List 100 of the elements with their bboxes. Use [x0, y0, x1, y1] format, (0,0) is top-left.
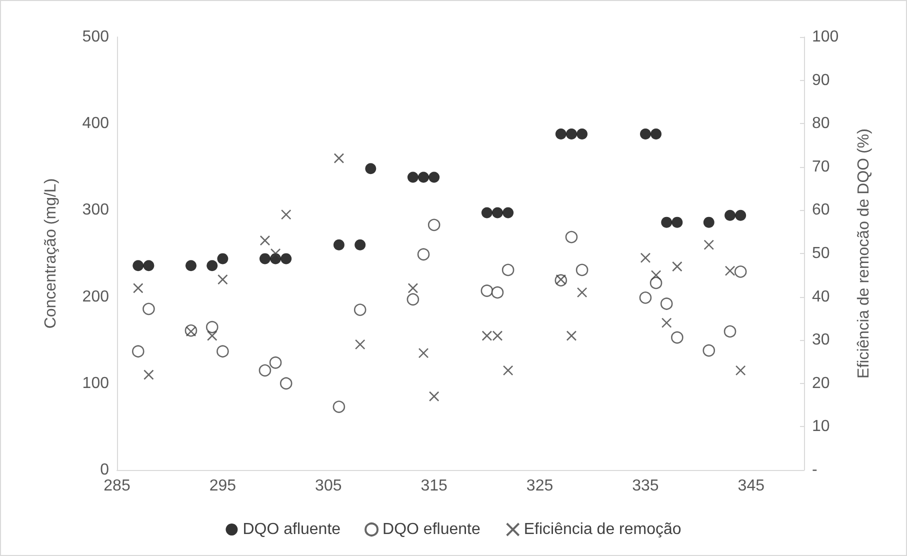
y-tick-label: 500 [82, 28, 110, 46]
point [354, 339, 366, 350]
point [482, 330, 492, 341]
point [143, 260, 154, 272]
point [132, 260, 144, 272]
point [481, 207, 492, 218]
y2-tick-label: 20 [812, 374, 830, 392]
y-axis-title: Concentração (mg/L) [42, 178, 60, 329]
point [639, 292, 652, 304]
point [365, 163, 376, 174]
y2-tick-label: 60 [812, 202, 830, 219]
y2-tick-label: 80 [812, 115, 830, 132]
point [724, 210, 736, 221]
y2-tick-label: 30 [812, 332, 830, 349]
point [502, 365, 514, 376]
point [333, 239, 344, 250]
y2-tick-label: 90 [812, 72, 830, 89]
point [132, 282, 144, 294]
point [269, 356, 282, 369]
point [661, 216, 672, 228]
point [418, 348, 429, 358]
point [576, 128, 588, 140]
x-tick-label: 295 [209, 478, 236, 494]
x-tick-label: 305 [315, 478, 342, 494]
x-tick-label: 335 [632, 478, 659, 494]
point [280, 377, 292, 390]
point [672, 216, 683, 228]
point [660, 298, 673, 310]
point [640, 128, 651, 140]
point [428, 218, 440, 232]
point [217, 253, 228, 264]
point [408, 282, 418, 294]
point [492, 207, 503, 218]
point [280, 209, 292, 220]
point [206, 330, 218, 341]
legend-label: DQO afluente [242, 521, 341, 538]
point [672, 261, 682, 272]
point [576, 264, 588, 276]
point [132, 345, 144, 358]
point [650, 128, 662, 140]
legend-label: Eficiência de remoção [524, 521, 682, 538]
y2-tick-label: 40 [812, 288, 830, 306]
y-tick-label: 300 [82, 202, 110, 219]
point [259, 253, 270, 264]
point [702, 344, 716, 357]
point [491, 286, 504, 299]
point [661, 318, 672, 328]
point [218, 274, 228, 285]
point [492, 330, 503, 341]
point [206, 260, 218, 272]
point [566, 330, 577, 341]
x-tick-label: 325 [526, 478, 554, 494]
point [354, 304, 366, 316]
point [428, 172, 440, 183]
point [480, 284, 494, 297]
legend-label: DQO efluente [382, 521, 480, 538]
point [565, 230, 578, 244]
point [354, 239, 366, 250]
y2-tick-label: - [812, 462, 818, 478]
y-tick-label: 200 [82, 288, 110, 306]
point [332, 400, 346, 413]
point [258, 364, 272, 377]
point [555, 128, 566, 140]
x-tick-label: 315 [420, 478, 448, 494]
y2-tick-label: 50 [812, 245, 830, 262]
y2-tick-label: 70 [812, 158, 830, 176]
point [735, 210, 746, 221]
point [144, 370, 154, 380]
point [640, 252, 651, 263]
point [334, 153, 344, 164]
point [704, 240, 714, 250]
y-tick-label: 400 [82, 115, 110, 132]
y2-tick-label: 100 [812, 28, 839, 46]
point [417, 248, 430, 261]
point [671, 331, 684, 344]
point [703, 216, 714, 228]
point [260, 235, 270, 246]
point [502, 264, 514, 276]
point [206, 320, 218, 334]
point [406, 293, 420, 306]
point [270, 248, 281, 259]
point [185, 260, 196, 272]
point [142, 302, 155, 316]
x-tick-label: 345 [738, 478, 765, 494]
point [576, 287, 588, 298]
point [407, 172, 418, 183]
point [650, 276, 662, 290]
point [734, 266, 747, 278]
point [650, 270, 662, 280]
point [216, 345, 229, 358]
point [724, 266, 736, 276]
point [428, 391, 440, 402]
y-tick-label: 100 [82, 374, 110, 392]
x-tick-label: 285 [104, 478, 130, 494]
point [502, 207, 514, 218]
point [735, 365, 746, 376]
point [566, 128, 577, 140]
y-tick-label: 0 [100, 462, 110, 478]
y2-axis-title: Eficiência de remocão de DQO (%) [856, 128, 872, 378]
y2-tick-label: 10 [812, 418, 830, 436]
